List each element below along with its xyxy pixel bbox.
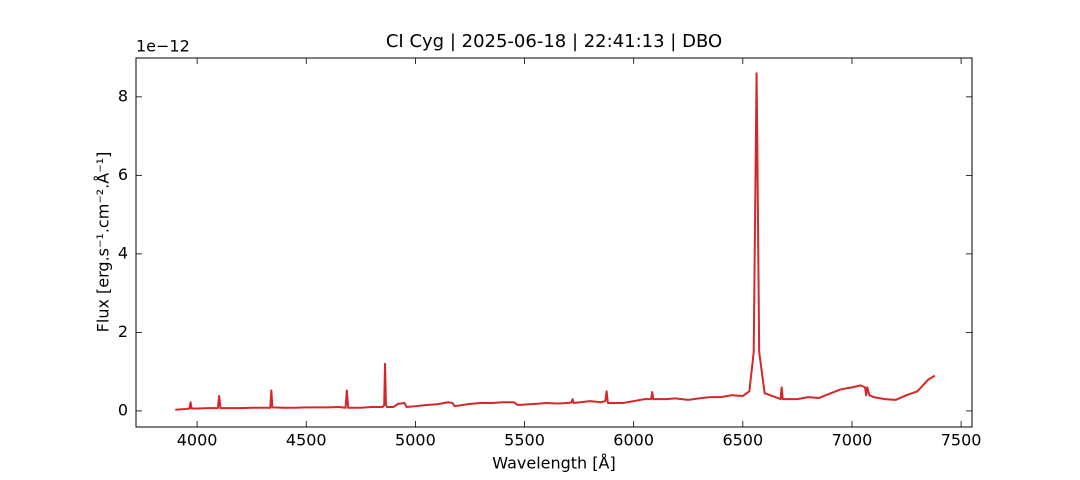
y-tick-label: 6 <box>118 165 128 184</box>
x-tick-label: 7000 <box>832 431 873 450</box>
y-tick-label: 0 <box>118 400 128 419</box>
x-tick-label: 4500 <box>286 431 327 450</box>
y-axis-label: Flux [erg.s⁻¹.cm⁻².Å⁻¹] <box>94 152 113 333</box>
x-tick-label: 6500 <box>722 431 763 450</box>
x-axis-label: Wavelength [Å] <box>492 454 615 473</box>
x-tick-label: 7500 <box>941 431 982 450</box>
x-tick-label: 5000 <box>395 431 436 450</box>
y-tick-label: 2 <box>118 322 128 341</box>
x-tick-label: 5500 <box>504 431 545 450</box>
spectrum-line <box>175 72 936 411</box>
y-tick-label: 4 <box>118 243 128 262</box>
x-tick-label: 6000 <box>613 431 654 450</box>
y-offset-text: 1e−12 <box>136 37 190 56</box>
plot-frame <box>135 57 973 428</box>
x-tick-label: 4000 <box>177 431 218 450</box>
chart-title: CI Cyg | 2025-06-18 | 22:41:13 | DBO <box>386 31 722 52</box>
y-tick-label: 8 <box>118 86 128 105</box>
